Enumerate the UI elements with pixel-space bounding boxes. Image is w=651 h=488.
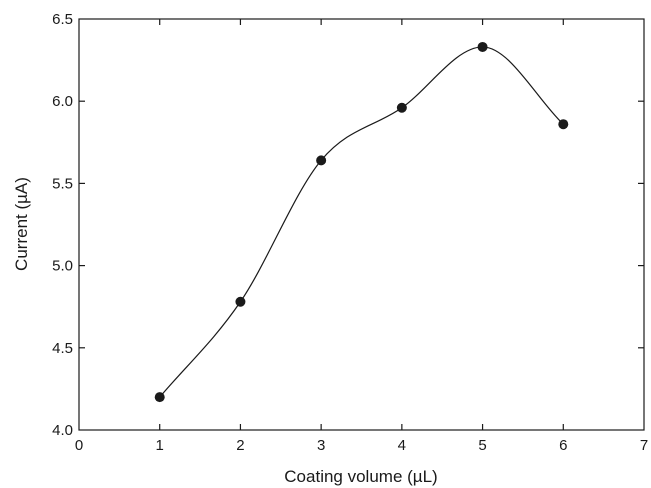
data-point xyxy=(477,41,488,52)
x-tick-label: 1 xyxy=(156,437,164,454)
data-point xyxy=(558,119,569,130)
y-axis-title: Current (µA) xyxy=(12,177,31,271)
series-points xyxy=(154,41,569,403)
x-axis-title: Coating volume (µL) xyxy=(284,467,437,486)
y-tick-label: 4.5 xyxy=(52,340,73,357)
y-tick-label: 5.0 xyxy=(52,258,73,275)
x-tick-label: 4 xyxy=(398,437,406,454)
x-tick-label: 5 xyxy=(478,437,486,454)
x-tick-label: 0 xyxy=(75,437,83,454)
y-tick-label: 6.0 xyxy=(52,93,73,110)
x-tick-label: 6 xyxy=(559,437,567,454)
y-axis-ticks: 4.0 4.5 5.0 5.5 6.0 6.5 xyxy=(52,11,644,439)
series-curve xyxy=(159,46,564,398)
x-tick-label: 7 xyxy=(640,437,648,454)
data-point xyxy=(154,392,165,403)
x-tick-label: 2 xyxy=(236,437,244,454)
data-point xyxy=(235,296,246,307)
y-tick-label: 4.0 xyxy=(52,422,73,439)
data-point xyxy=(396,102,407,113)
x-tick-label: 3 xyxy=(317,437,325,454)
data-point xyxy=(316,155,327,166)
plot-frame xyxy=(78,18,645,431)
x-axis-ticks: 0 1 2 3 4 5 6 7 xyxy=(75,19,648,454)
y-tick-label: 6.5 xyxy=(52,11,73,28)
y-tick-label: 5.5 xyxy=(52,175,73,192)
